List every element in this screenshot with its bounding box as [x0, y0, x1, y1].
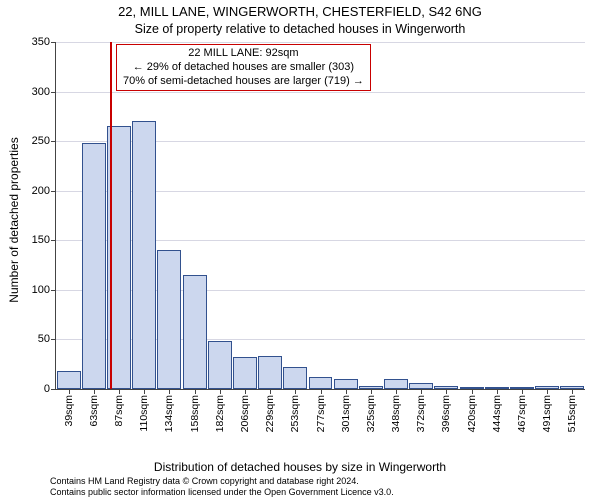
annotation-box: 22 MILL LANE: 92sqm← 29% of detached hou… — [116, 44, 371, 91]
chart-container: 22, MILL LANE, WINGERWORTH, CHESTERFIELD… — [0, 0, 600, 500]
plot-area: 05010015020025030035039sqm63sqm87sqm110s… — [55, 42, 585, 390]
xtick-label: 420sqm — [466, 395, 478, 432]
ytick-mark — [51, 290, 56, 291]
annotation-line: 22 MILL LANE: 92sqm — [123, 47, 364, 61]
ytick-label: 50 — [38, 333, 50, 345]
xtick-label: 63sqm — [88, 395, 100, 427]
ytick-label: 200 — [32, 185, 50, 197]
y-axis-label: Number of detached properties — [7, 137, 21, 302]
ytick-label: 150 — [32, 234, 50, 246]
ytick-label: 100 — [32, 284, 50, 296]
ytick-label: 250 — [32, 135, 50, 147]
chart-title-address: 22, MILL LANE, WINGERWORTH, CHESTERFIELD… — [0, 4, 600, 19]
xtick-label: 491sqm — [541, 395, 553, 432]
ytick-label: 0 — [44, 383, 50, 395]
bar — [183, 275, 207, 389]
bar — [384, 379, 408, 389]
xtick-mark — [195, 389, 196, 394]
property-marker-line — [110, 42, 112, 389]
bar — [132, 121, 156, 389]
xtick-label: 253sqm — [289, 395, 301, 432]
bar — [233, 357, 257, 389]
xtick-mark — [119, 389, 120, 394]
bar — [57, 371, 81, 389]
x-axis-label: Distribution of detached houses by size … — [0, 460, 600, 474]
xtick-mark — [94, 389, 95, 394]
annotation-line: ← 29% of detached houses are smaller (30… — [123, 61, 364, 75]
footnote-line-2: Contains public sector information licen… — [50, 487, 590, 498]
bar — [258, 356, 282, 389]
bar — [334, 379, 358, 389]
footnote: Contains HM Land Registry data © Crown c… — [50, 476, 590, 498]
bar — [82, 143, 106, 389]
ytick-mark — [51, 339, 56, 340]
xtick-label: 348sqm — [390, 395, 402, 432]
xtick-mark — [396, 389, 397, 394]
xtick-mark — [220, 389, 221, 394]
xtick-label: 372sqm — [415, 395, 427, 432]
chart-subtitle: Size of property relative to detached ho… — [0, 22, 600, 36]
xtick-mark — [245, 389, 246, 394]
xtick-label: 87sqm — [113, 395, 125, 427]
xtick-mark — [497, 389, 498, 394]
xtick-label: 467sqm — [516, 395, 528, 432]
ytick-mark — [51, 141, 56, 142]
xtick-label: 396sqm — [440, 395, 452, 432]
xtick-mark — [270, 389, 271, 394]
xtick-mark — [522, 389, 523, 394]
xtick-mark — [371, 389, 372, 394]
xtick-label: 39sqm — [63, 395, 75, 427]
xtick-mark — [346, 389, 347, 394]
xtick-label: 301sqm — [340, 395, 352, 432]
ytick-mark — [51, 191, 56, 192]
xtick-mark — [572, 389, 573, 394]
xtick-label: 277sqm — [315, 395, 327, 432]
annotation-line: 70% of semi-detached houses are larger (… — [123, 75, 364, 89]
xtick-mark — [547, 389, 548, 394]
xtick-mark — [472, 389, 473, 394]
xtick-label: 206sqm — [239, 395, 251, 432]
xtick-label: 515sqm — [566, 395, 578, 432]
xtick-mark — [144, 389, 145, 394]
xtick-label: 325sqm — [365, 395, 377, 432]
bar — [208, 341, 232, 389]
xtick-mark — [446, 389, 447, 394]
ytick-label: 350 — [32, 36, 50, 48]
bar — [309, 377, 333, 389]
ytick-mark — [51, 240, 56, 241]
ytick-mark — [51, 42, 56, 43]
ytick-mark — [51, 389, 56, 390]
xtick-mark — [321, 389, 322, 394]
xtick-label: 444sqm — [491, 395, 503, 432]
xtick-mark — [69, 389, 70, 394]
xtick-label: 182sqm — [214, 395, 226, 432]
xtick-mark — [169, 389, 170, 394]
xtick-label: 229sqm — [264, 395, 276, 432]
ytick-mark — [51, 92, 56, 93]
xtick-label: 110sqm — [138, 395, 150, 432]
ytick-label: 300 — [32, 86, 50, 98]
xtick-mark — [421, 389, 422, 394]
gridline — [56, 92, 585, 93]
bar — [157, 250, 181, 389]
xtick-mark — [295, 389, 296, 394]
footnote-line-1: Contains HM Land Registry data © Crown c… — [50, 476, 590, 487]
bar — [283, 367, 307, 389]
xtick-label: 158sqm — [189, 395, 201, 432]
gridline — [56, 42, 585, 43]
xtick-label: 134sqm — [163, 395, 175, 432]
